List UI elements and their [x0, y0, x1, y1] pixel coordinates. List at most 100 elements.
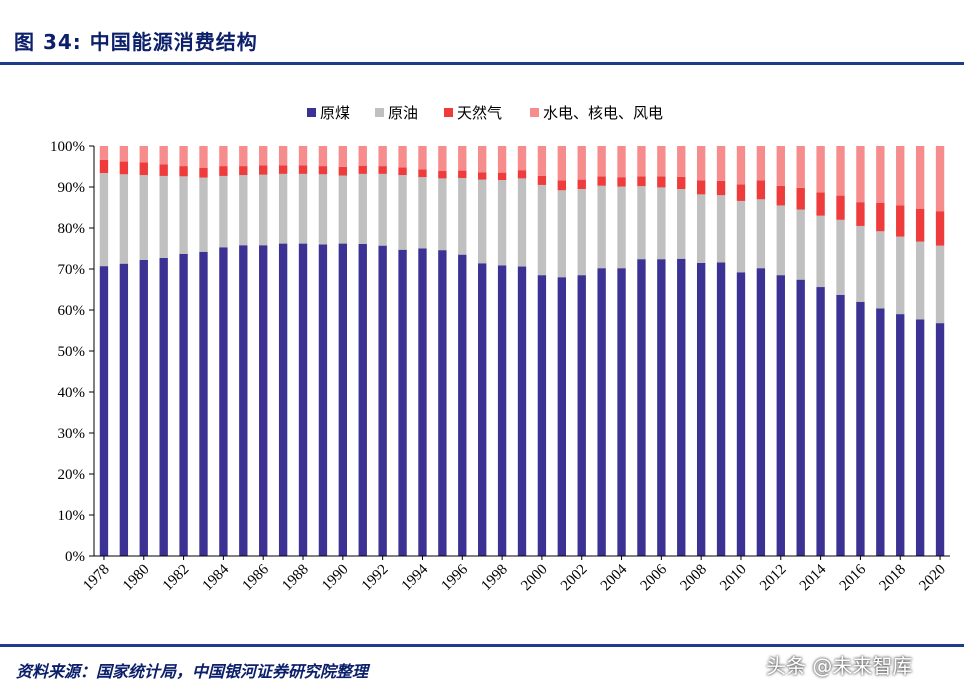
page-title: 图 34: 中国能源消费结构 [14, 30, 258, 54]
bottom-divider [0, 644, 964, 647]
bar-segment-gas-2009 [716, 180, 726, 196]
bar-segment-hydro-nuclear-wind-1981 [159, 146, 168, 165]
x-tick-label: 2020 [916, 562, 949, 595]
legend-label-gas: 天然气 [457, 104, 502, 122]
bar-segment-hydro-nuclear-wind-2017 [876, 146, 885, 203]
bar-segment-gas-1997 [478, 172, 487, 180]
y-tick-label: 60% [58, 303, 86, 319]
bar-segment-coal-1982 [179, 253, 188, 556]
bar-segment-coal-2009 [716, 262, 726, 556]
bar-segment-oil-1984 [219, 175, 228, 248]
bar-segment-coal-1988 [298, 243, 308, 556]
bar-segment-coal-1991 [358, 243, 367, 557]
bar-segment-hydro-nuclear-wind-1978 [99, 146, 109, 160]
x-tick-label: 1978 [80, 562, 113, 595]
bar-segment-oil-1983 [199, 177, 208, 252]
bar-segment-hydro-nuclear-wind-2011 [756, 146, 766, 181]
bar-segment-gas-2016 [856, 202, 865, 226]
bar-segment-hydro-nuclear-wind-2006 [657, 146, 666, 177]
y-tick-label: 30% [58, 426, 86, 442]
x-tick-label: 2012 [757, 562, 790, 595]
bar-segment-gas-2006 [657, 176, 666, 188]
bar-segment-coal-2011 [756, 268, 766, 556]
bars-group [99, 146, 945, 557]
bar-segment-coal-1986 [259, 245, 268, 556]
bar-segment-gas-2004 [617, 177, 626, 187]
x-tick-label: 1998 [478, 562, 511, 595]
y-tick-label: 40% [58, 385, 86, 401]
bar-segment-oil-2008 [696, 194, 706, 263]
x-tick-label: 1986 [240, 561, 273, 594]
bar-segment-oil-2012 [776, 205, 785, 276]
bar-segment-hydro-nuclear-wind-1987 [278, 146, 288, 166]
bar-segment-coal-1987 [278, 243, 288, 556]
bar-segment-oil-1999 [517, 178, 527, 267]
bar-segment-oil-2002 [577, 189, 586, 276]
bar-segment-gas-2011 [756, 180, 766, 200]
bar-segment-gas-1979 [119, 161, 129, 175]
bar-segment-oil-2009 [716, 195, 726, 263]
bar-segment-hydro-nuclear-wind-2013 [796, 146, 805, 188]
stacked-bar-chart: 原煤 原油 天然气 水电、核电、风电 0% 10% 20% 30% 40% 50% 60% 70% 8… [50, 104, 950, 595]
y-tick-label: 0% [65, 549, 85, 565]
bar-segment-oil-1980 [139, 175, 148, 260]
x-axis: 1978 1980 1982 1984 1986 1988 1990 1992 1994 1996… [80, 555, 950, 595]
bar-segment-coal-2019 [915, 319, 925, 556]
bar-segment-gas-1978 [99, 159, 109, 174]
bar-segment-oil-2005 [637, 186, 646, 260]
watermark: 头条 @未来智库 [766, 654, 913, 678]
bar-segment-oil-2014 [816, 215, 825, 288]
bar-segment-coal-2017 [876, 308, 885, 556]
x-tick-label: 2016 [837, 561, 870, 594]
bar-segment-coal-2012 [776, 275, 785, 556]
bar-segment-hydro-nuclear-wind-2009 [716, 146, 726, 181]
bar-segment-hydro-nuclear-wind-2007 [677, 146, 686, 177]
bar-segment-coal-1992 [378, 245, 387, 556]
bar-segment-gas-2019 [915, 208, 925, 242]
bar-segment-gas-2003 [597, 176, 606, 186]
bar-segment-oil-2007 [677, 189, 686, 259]
legend-swatch-coal [307, 108, 316, 117]
bar-segment-hydro-nuclear-wind-1983 [199, 146, 208, 168]
bar-segment-hydro-nuclear-wind-2020 [935, 146, 945, 212]
bar-segment-hydro-nuclear-wind-1996 [458, 146, 467, 171]
bar-segment-hydro-nuclear-wind-2010 [736, 146, 746, 185]
bar-segment-hydro-nuclear-wind-2005 [637, 146, 646, 177]
x-tick-label: 2018 [877, 562, 910, 595]
x-tick-label: 2014 [797, 561, 830, 594]
bar-segment-coal-2020 [935, 323, 945, 556]
bar-segment-hydro-nuclear-wind-2014 [816, 146, 825, 193]
bar-segment-coal-1984 [219, 247, 228, 556]
bar-segment-coal-2003 [597, 268, 606, 556]
bar-segment-oil-1993 [398, 175, 407, 250]
bar-segment-gas-2005 [637, 176, 646, 187]
legend-label-oil: 原油 [388, 104, 418, 122]
bar-segment-coal-2007 [677, 258, 686, 556]
bar-segment-gas-1996 [458, 170, 467, 178]
bar-segment-coal-2015 [836, 294, 845, 556]
bar-segment-gas-2014 [816, 192, 825, 216]
bar-segment-gas-2008 [696, 180, 706, 195]
y-tick-label: 10% [58, 508, 86, 524]
bar-segment-hydro-nuclear-wind-2018 [896, 146, 905, 206]
bar-segment-gas-1995 [438, 171, 447, 179]
bar-segment-coal-1978 [99, 266, 109, 556]
x-tick-label: 2004 [598, 561, 631, 594]
bar-segment-oil-1992 [378, 173, 387, 246]
bar-segment-hydro-nuclear-wind-2016 [856, 146, 865, 203]
bar-segment-gas-1992 [378, 166, 387, 174]
bar-segment-hydro-nuclear-wind-2015 [836, 146, 845, 196]
y-tick-label: 50% [58, 344, 86, 360]
bar-segment-oil-1986 [259, 174, 268, 246]
bar-segment-gas-2001 [557, 180, 566, 191]
bar-segment-gas-2015 [836, 195, 845, 220]
bar-segment-gas-2018 [896, 205, 905, 237]
bar-segment-oil-1990 [338, 175, 348, 244]
bar-segment-hydro-nuclear-wind-1988 [298, 146, 308, 166]
bar-segment-oil-1991 [358, 173, 367, 244]
bar-segment-gas-1987 [278, 165, 288, 174]
bar-segment-oil-1988 [298, 173, 308, 244]
bar-segment-gas-1991 [358, 165, 367, 174]
bar-segment-hydro-nuclear-wind-1990 [338, 146, 348, 167]
bar-segment-gas-2013 [796, 187, 805, 210]
